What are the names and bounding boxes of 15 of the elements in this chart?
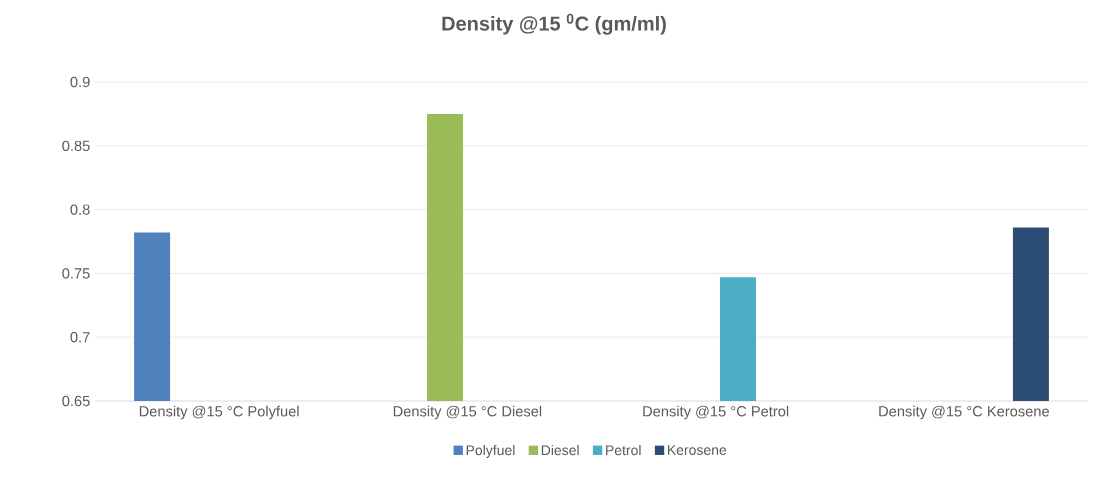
x-tick-label: Density @15 °C Polyfuel [139, 405, 299, 420]
y-tick-label: 0.8 [70, 204, 90, 215]
legend-label: Polyfuel [466, 444, 515, 458]
chart-title: Density @15 $^{0}$C (gm/ml) [442, 13, 666, 35]
y-tick-label: 0.85 [62, 140, 90, 151]
y-tick-label: 0.75 [62, 268, 90, 279]
legend-label: Petrol [606, 444, 641, 456]
x-tick-label: Density @15 °C Petrol [643, 405, 789, 420]
x-tick-label: Density @15 °C Kerosene [879, 405, 1049, 420]
legend-label: Diesel [541, 444, 579, 456]
legend-label: Kerosene [667, 445, 727, 455]
y-tick-label: 0.7 [70, 332, 90, 343]
y-tick-label: 0.65 [62, 395, 90, 407]
y-tick-label: 0.9 [70, 76, 90, 88]
x-tick-label: Density @15 °C Diesel [393, 405, 542, 420]
